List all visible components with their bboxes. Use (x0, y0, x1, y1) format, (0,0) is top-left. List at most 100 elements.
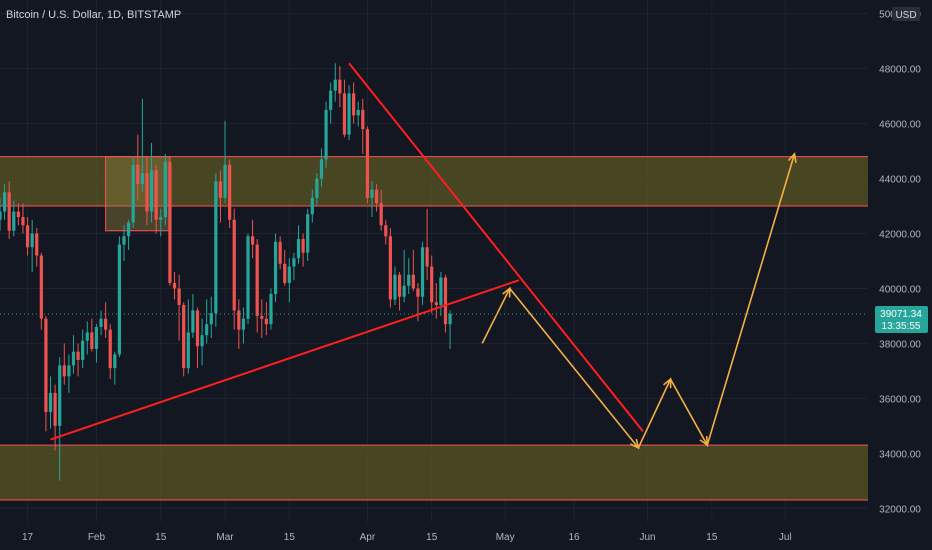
candle-body (255, 244, 259, 316)
candle-body (407, 274, 411, 286)
candle-body (191, 310, 195, 333)
candle-body (140, 173, 144, 185)
candle-body (177, 288, 181, 305)
price-tick-label: 34000.00 (879, 449, 921, 460)
price-tick-label: 38000.00 (879, 339, 921, 350)
candle-body (7, 192, 11, 231)
candle-body (443, 277, 448, 325)
time-tick-label: 15 (284, 532, 296, 543)
candle-body (402, 285, 406, 297)
candle-body (168, 162, 172, 283)
candle-body (338, 79, 342, 94)
projection-path (481, 152, 797, 450)
candle-body (205, 324, 209, 336)
candle-body (35, 233, 39, 256)
projection-arrowhead (787, 152, 797, 163)
candle-body (420, 247, 425, 297)
candle-body (154, 170, 158, 220)
price-tick-label: 40000.00 (879, 284, 921, 295)
candle-body (384, 225, 388, 237)
zone-fill (0, 445, 868, 501)
candle-body (269, 293, 273, 325)
projection-arrowhead (699, 436, 709, 447)
candle-body (273, 241, 278, 294)
candle-body (393, 274, 397, 300)
candle-body (195, 310, 200, 347)
candle-body (113, 354, 117, 369)
candle-body (104, 318, 108, 330)
candle-body (136, 164, 140, 185)
symbol-title[interactable]: Bitcoin / U.S. Dollar, 1D, BITSTAMP (6, 9, 182, 21)
candle-body (71, 351, 76, 366)
candle-body (448, 313, 452, 325)
time-tick-label: Jul (779, 532, 792, 543)
candle-body (44, 318, 48, 413)
price-tick-label: 42000.00 (879, 230, 921, 241)
candle-body (388, 236, 392, 300)
candle-body (416, 288, 420, 297)
candle-body (278, 241, 282, 264)
candle-body (370, 189, 374, 198)
time-tick-label: Jun (639, 532, 655, 543)
time-axis[interactable]: 17 Feb 15 Mar 15 Apr 15 May 16 Jun 15 Jul (22, 532, 792, 543)
last-price-text: 39071.34 (880, 309, 922, 320)
time-tick-label: 17 (22, 532, 34, 543)
drawing-lines (50, 62, 644, 441)
candle-body (186, 332, 190, 369)
candle-body (324, 109, 328, 160)
price-tick-label: 46000.00 (879, 120, 921, 131)
candle-body (12, 211, 16, 231)
trendline-resistance (348, 62, 644, 432)
price-tick-label: 36000.00 (879, 394, 921, 405)
candle-body (21, 217, 25, 226)
candle-body (425, 247, 429, 267)
candle-body (58, 365, 62, 426)
candle-body (397, 274, 402, 297)
candle-body (145, 173, 149, 212)
candle-body (53, 392, 57, 426)
candle-body (30, 233, 34, 248)
candle-body (260, 315, 264, 319)
candle-body (333, 79, 337, 91)
candle-body (99, 318, 103, 327)
candle-body (126, 222, 131, 237)
candle-body (108, 329, 112, 369)
candle-body (172, 282, 177, 289)
time-tick-label: May (496, 532, 515, 543)
candle-body (347, 93, 351, 135)
candle-body (237, 310, 241, 330)
candle-body (159, 217, 163, 220)
candle-body (39, 255, 43, 319)
projection-line (481, 153, 796, 450)
time-tick-label: Feb (88, 532, 106, 543)
candle-body (218, 181, 223, 198)
time-tick-label: 15 (426, 532, 438, 543)
candle-body (306, 214, 310, 253)
candle-body (81, 340, 85, 360)
candle-body (0, 211, 2, 220)
candle-body (315, 178, 319, 198)
last-price-label: 39071.34 13:35:55 (875, 305, 928, 333)
candle-body (319, 159, 324, 179)
candle-body (76, 351, 80, 360)
candle-body (209, 313, 213, 325)
candle-body (264, 318, 268, 325)
candle-body (246, 236, 250, 319)
time-axis-panel[interactable] (0, 522, 868, 550)
projection-arrowhead (663, 377, 672, 389)
candle-body (342, 93, 347, 135)
time-tick-label: 15 (706, 532, 718, 543)
countdown-text: 13:35:55 (882, 321, 921, 332)
candle-body (361, 109, 365, 130)
candle-body (228, 164, 232, 220)
price-axis-panel[interactable] (868, 0, 932, 550)
price-tick-label: 44000.00 (879, 175, 921, 186)
candle-body (232, 219, 236, 311)
candle-body (250, 236, 255, 245)
candle-body (411, 274, 415, 289)
currency-text: USD (895, 10, 916, 21)
candle-body (223, 164, 227, 198)
candle-body (25, 225, 30, 248)
candle-body (296, 239, 301, 259)
